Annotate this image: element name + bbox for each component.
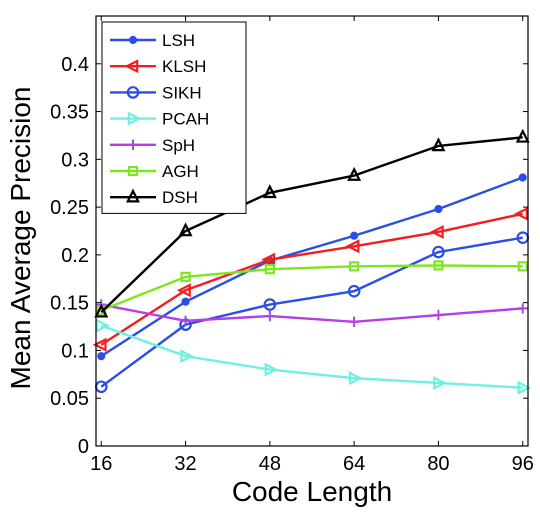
data-point <box>517 303 528 314</box>
data-point <box>180 315 191 327</box>
data-point <box>92 337 107 352</box>
data-point <box>264 310 276 322</box>
legend-entry: KLSH <box>110 57 206 76</box>
legend-entry: SpH <box>110 136 195 155</box>
data-point <box>180 349 195 364</box>
legend-label: SpH <box>162 136 195 155</box>
x-tick-label: 32 <box>174 453 196 475</box>
legend-entry: SIKH <box>110 83 202 102</box>
y-tick-label: 0 <box>78 436 89 458</box>
data-point <box>433 375 448 390</box>
data-point <box>434 204 443 214</box>
series-klsh <box>92 206 529 352</box>
data-point <box>348 316 360 327</box>
data-point <box>518 173 527 182</box>
series-line <box>100 176 524 358</box>
series-line <box>100 212 523 346</box>
legend-entry: DSH <box>110 188 198 207</box>
legend-label: AGH <box>162 162 199 181</box>
data-point <box>429 224 444 239</box>
x-tick-label: 48 <box>259 453 281 475</box>
data-point <box>264 362 279 377</box>
y-tick-label: 0.3 <box>61 149 89 171</box>
data-point <box>95 318 110 333</box>
data-point <box>515 128 530 143</box>
axes: 16 32 48 64 80 96 0 0.05 0.1 0.15 0.2 0.25 0.3 0.35 0.… <box>50 15 534 475</box>
data-point <box>178 222 193 237</box>
series-lsh <box>97 173 527 361</box>
legend-marker <box>124 59 139 74</box>
series-pcah <box>95 318 532 395</box>
legend-entry: LSH <box>110 31 195 50</box>
legend-marker <box>126 86 140 99</box>
data-point <box>181 297 190 306</box>
data-point <box>433 309 444 321</box>
data-point <box>433 260 444 271</box>
x-axis-label: Code Length <box>232 476 392 507</box>
legend-marker <box>128 35 138 45</box>
data-point <box>176 283 191 298</box>
legend-entry: PCAH <box>110 110 209 129</box>
data-point <box>94 303 109 318</box>
legend-entry: AGH <box>110 162 199 181</box>
data-point <box>517 261 528 272</box>
series-line <box>100 324 523 389</box>
legend-marker <box>127 165 139 177</box>
legend: LSH KLSH SIKH PCAH SpH AGH DSH <box>101 21 247 214</box>
legend-label: PCAH <box>162 110 209 129</box>
y-tick-label: 0.2 <box>61 245 89 267</box>
y-tick-label: 0.35 <box>50 102 89 124</box>
plot-area <box>92 128 532 395</box>
series-sikh <box>94 231 530 394</box>
x-tick-label: 16 <box>90 453 112 475</box>
data-point <box>432 245 445 259</box>
y-tick-label: 0.25 <box>50 197 89 219</box>
legend-marker <box>127 111 142 126</box>
y-tick-label: 0.15 <box>50 293 89 315</box>
data-point <box>517 380 532 395</box>
legend-marker <box>126 188 140 203</box>
legend-label: DSH <box>162 188 198 207</box>
legend-label: SIKH <box>162 83 202 102</box>
legend-label: KLSH <box>162 57 206 76</box>
data-point <box>514 206 529 221</box>
data-point <box>262 184 277 199</box>
y-tick-label: 0.1 <box>61 340 89 362</box>
legend-label: LSH <box>162 31 195 50</box>
axes-frame <box>95 15 529 447</box>
data-point <box>347 284 361 298</box>
y-tick-label: 0.05 <box>50 388 89 410</box>
data-point <box>97 352 106 361</box>
y-tick-label: 0.4 <box>61 54 89 76</box>
series-dsh <box>94 128 530 318</box>
series-line <box>101 303 523 323</box>
x-tick-label: 64 <box>343 453 365 475</box>
series-line <box>100 264 523 312</box>
series-sph <box>96 299 528 327</box>
x-tick-label: 96 <box>512 453 534 475</box>
data-point <box>263 298 277 311</box>
series-line <box>100 236 523 388</box>
x-tick-label: 80 <box>427 453 449 475</box>
legend-marker <box>127 139 139 150</box>
data-point <box>180 271 191 282</box>
data-point <box>261 252 276 267</box>
data-point <box>348 371 363 386</box>
series-agh <box>96 260 528 316</box>
data-point <box>347 166 362 181</box>
data-point <box>264 264 275 275</box>
data-point <box>350 231 359 240</box>
data-point <box>431 137 446 152</box>
data-point <box>349 261 360 272</box>
series-line <box>100 136 523 314</box>
data-point <box>345 239 360 254</box>
y-axis-label: Mean Average Precision <box>5 87 36 390</box>
